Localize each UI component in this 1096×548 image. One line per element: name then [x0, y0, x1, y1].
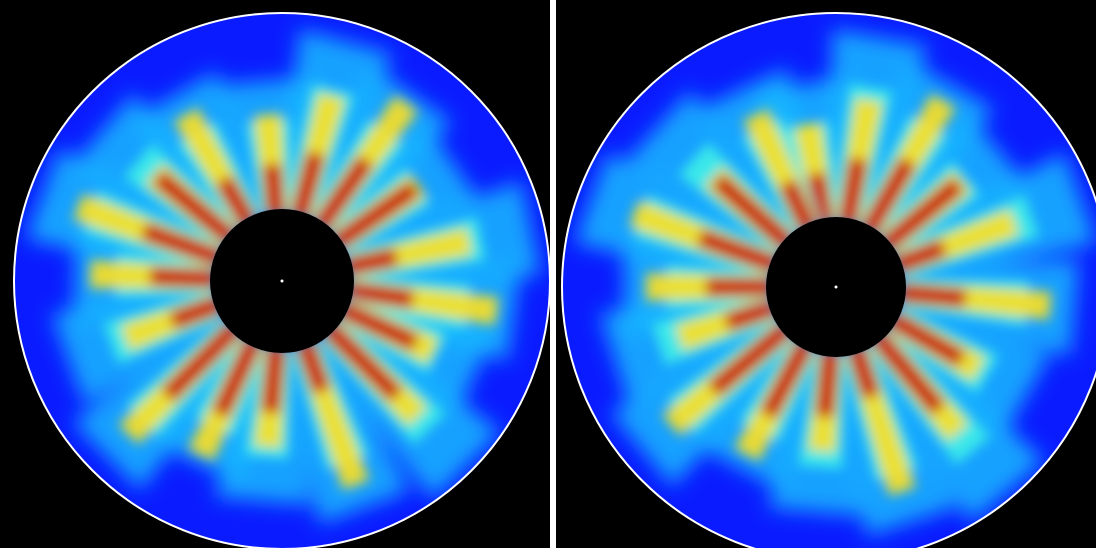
streamer: [323, 322, 403, 402]
streamer: [215, 175, 257, 228]
streamer: [870, 331, 946, 416]
sun-center: [834, 285, 838, 289]
streamer: [149, 267, 216, 288]
streamer: [140, 222, 223, 267]
streamer: [296, 340, 331, 394]
streamer: [723, 298, 777, 332]
streamer: [152, 170, 237, 245]
streamer: [838, 157, 868, 225]
streamer: [760, 340, 814, 420]
streamer: [711, 173, 794, 251]
panel-divider: [550, 0, 556, 548]
streamer: [860, 156, 917, 236]
left-image: [14, 13, 550, 548]
right-image: [562, 13, 1096, 548]
streamer: [169, 295, 223, 330]
streamer: [887, 311, 967, 368]
streamer: [161, 322, 241, 402]
streamer: [707, 321, 792, 397]
streamer-core: [73, 83, 499, 490]
streamer: [696, 228, 778, 274]
field-edge: [561, 12, 1096, 548]
streamer: [338, 301, 419, 352]
streamer-core: [629, 83, 1052, 496]
streamer: [779, 179, 817, 232]
streamer: [706, 278, 771, 296]
sun-center: [280, 279, 284, 283]
streamer: [815, 351, 840, 418]
streamer: [347, 281, 414, 309]
streamer: [331, 180, 420, 250]
streamer: [847, 346, 881, 400]
streamer: [313, 155, 374, 232]
streamer: [894, 239, 948, 274]
streamer: [290, 151, 325, 219]
streamer: [900, 283, 967, 308]
streamer: [262, 163, 286, 215]
streamer: [211, 337, 262, 418]
streamer: [880, 177, 965, 253]
streamer: [345, 247, 399, 276]
field-edge: [13, 12, 551, 548]
streamer: [261, 347, 286, 414]
